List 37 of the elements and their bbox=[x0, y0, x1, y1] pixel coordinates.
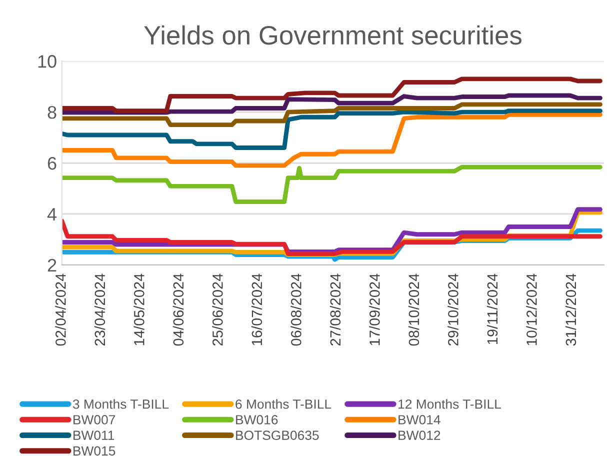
x-tick-label: 14/05/2024 bbox=[134, 274, 144, 346]
x-tick-label: 23/04/2024 bbox=[94, 274, 106, 346]
y-tick-label: 8 bbox=[48, 106, 56, 119]
line-series bbox=[62, 108, 602, 150]
legend-label: BW014 bbox=[398, 415, 440, 424]
legend-label: BW007 bbox=[74, 415, 116, 424]
y-tick-label: 10 bbox=[38, 55, 56, 68]
x-tick-label: 10/12/2024 bbox=[526, 274, 537, 346]
x-tick-label: 02/04/2024 bbox=[55, 274, 66, 346]
y-tick-label: 2 bbox=[48, 258, 56, 272]
line-series bbox=[62, 93, 602, 115]
y-tick-label: 4 bbox=[47, 208, 57, 221]
y-tick-label: 6 bbox=[48, 156, 56, 170]
x-tick-label: 25/06/2024 bbox=[212, 274, 223, 346]
x-tick-label: 06/08/2024 bbox=[290, 274, 302, 346]
x-tick-label: 17/09/2024 bbox=[369, 274, 380, 346]
line-series bbox=[62, 164, 602, 204]
legend-label: BW012 bbox=[398, 430, 440, 440]
legend-label: BW016 bbox=[236, 415, 278, 424]
line-series bbox=[62, 76, 602, 114]
x-tick-label: 27/08/2024 bbox=[330, 274, 341, 346]
legend-label: 3 Months T-BILL bbox=[72, 399, 169, 409]
x-tick-label: 04/06/2024 bbox=[172, 274, 184, 346]
x-tick-label: 16/07/2024 bbox=[251, 274, 262, 346]
line-series bbox=[62, 112, 602, 168]
x-tick-label: 19/11/2024 bbox=[486, 274, 498, 344]
line-series bbox=[62, 218, 602, 256]
x-tick-label: 08/10/2024 bbox=[408, 274, 420, 346]
legend-label: BW015 bbox=[74, 446, 116, 456]
x-tick-label: 31/12/2024 bbox=[565, 274, 576, 346]
legend-label: 6 Months T-BILL bbox=[236, 399, 332, 409]
legend-label: BW011 bbox=[74, 430, 114, 440]
chart-title: Yields on Government securities bbox=[144, 25, 522, 45]
legend-label: 12 Months T-BILL bbox=[398, 399, 501, 409]
x-tick-label: 29/10/2024 bbox=[448, 274, 458, 346]
line-series bbox=[62, 102, 602, 128]
legend-label: BOTSGB0635 bbox=[236, 430, 319, 440]
